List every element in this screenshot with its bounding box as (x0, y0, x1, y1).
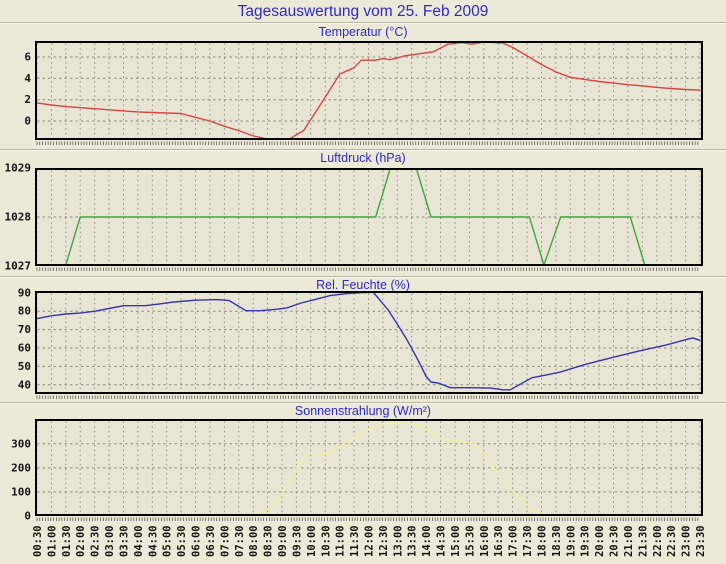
section-divider (0, 149, 726, 151)
chart-title-solar-radiation: Sonnenstrahlung (W/m²) (294, 404, 432, 418)
plot-area (36, 292, 702, 393)
x-tick-label: 07:00 (219, 525, 231, 557)
y-tick-label: 2 (24, 93, 31, 106)
x-axis-labels: 00:30 01:00 01:30 02:00 02:30 03:00 03:30 04:00… (32, 525, 707, 557)
x-tick-label: 08:30 (263, 525, 275, 557)
y-tick-label: 50 (18, 360, 31, 373)
x-tick-label: 17:00 (508, 525, 520, 557)
y-tick-label: 200 (11, 461, 31, 474)
x-tick-label: 22:30 (666, 525, 678, 557)
data-line (36, 168, 701, 266)
section-divider (0, 22, 726, 24)
y-tick-label: 90 (18, 286, 31, 299)
x-tick-label: 21:30 (637, 525, 649, 557)
x-tick-label: 16:00 (479, 525, 491, 557)
x-tick-label: 23:00 (681, 525, 693, 557)
x-tick-label: 07:30 (234, 525, 246, 557)
y-tick-label: 60 (18, 342, 31, 355)
x-tick-label: 13:00 (392, 525, 404, 557)
x-tick-label: 12:00 (364, 525, 376, 557)
x-tick-label: 20:30 (609, 525, 621, 557)
x-tick-label: 15:00 (450, 525, 462, 557)
x-tick-label: 06:00 (191, 525, 203, 557)
x-tick-label: 21:00 (623, 525, 635, 557)
x-tick-label: 02:30 (90, 525, 102, 557)
x-tick-label: 16:30 (493, 525, 505, 557)
temperature-plot: 0 2 4 6 (24, 41, 703, 145)
pressure-plot: 1027 1028 1029 (5, 162, 703, 273)
x-tick-label: 18:00 (537, 525, 549, 557)
x-tick-label: 01:00 (46, 525, 58, 557)
plot-border (35, 168, 703, 266)
y-tick-label: 1028 (5, 211, 32, 224)
x-tick-label: 10:00 (306, 525, 318, 557)
y-tick-label: 6 (24, 51, 31, 64)
x-tick-label: 15:30 (464, 525, 476, 557)
solar-radiation-plot: 0 100 200 300 (11, 419, 703, 523)
y-tick-label: 300 (11, 437, 31, 450)
y-tick-label: 0 (24, 115, 31, 128)
x-tick-label: 03:00 (104, 525, 116, 557)
chart-title-humidity: Rel. Feuchte (%) (316, 278, 410, 292)
y-tick-label: 100 (11, 485, 31, 498)
x-tick-label: 02:00 (75, 525, 87, 557)
humidity-plot: 40 50 60 70 80 90 (18, 286, 703, 399)
x-tick-label: 12:30 (378, 525, 390, 557)
page-title: Tagesauswertung vom 25. Feb 2009 (237, 3, 489, 20)
x-tick-label: 04:00 (133, 525, 145, 557)
x-tick-label: 04:30 (147, 525, 159, 557)
section-divider (0, 276, 726, 278)
y-tick-label: 4 (24, 72, 31, 85)
x-tick-label: 18:30 (551, 525, 563, 557)
y-tick-label: 40 (18, 378, 31, 391)
chart-title-temperature: Temperatur (°C) (318, 25, 408, 39)
x-tick-label: 03:30 (119, 525, 131, 557)
x-tick-label: 14:30 (436, 525, 448, 557)
plot-border (35, 291, 703, 394)
x-tick-label: 05:00 (162, 525, 174, 557)
x-tick-label: 11:00 (335, 525, 347, 557)
y-tick-label: 0 (24, 510, 31, 523)
x-tick-label: 19:00 (565, 525, 577, 557)
x-tick-label: 13:30 (407, 525, 419, 557)
y-tick-label: 1029 (5, 162, 32, 175)
data-line (36, 421, 701, 516)
y-tick-label: 80 (18, 305, 31, 318)
x-tick-label: 00:30 (32, 525, 44, 557)
section-divider (0, 402, 726, 404)
plot-border (35, 419, 703, 516)
x-tick-label: 09:30 (291, 525, 303, 557)
y-tick-label: 1027 (5, 260, 32, 273)
y-tick-label: 70 (18, 323, 31, 336)
x-tick-label: 09:00 (277, 525, 289, 557)
x-tick-label: 08:00 (248, 525, 260, 557)
x-tick-label: 14:00 (421, 525, 433, 557)
x-tick-label: 19:30 (580, 525, 592, 557)
plot-border (35, 41, 703, 140)
x-tick-label: 11:30 (349, 525, 361, 557)
data-line (36, 41, 701, 140)
x-tick-label: 06:30 (205, 525, 217, 557)
chart-title-pressure: Luftdruck (hPa) (320, 151, 406, 165)
x-tick-label: 22:00 (652, 525, 664, 557)
x-tick-label: 20:00 (594, 525, 606, 557)
x-tick-label: 10:30 (320, 525, 332, 557)
x-tick-label: 05:30 (176, 525, 188, 557)
x-tick-label: 17:30 (522, 525, 534, 557)
x-tick-label: 23:30 (695, 525, 707, 557)
x-tick-label: 01:30 (61, 525, 73, 557)
